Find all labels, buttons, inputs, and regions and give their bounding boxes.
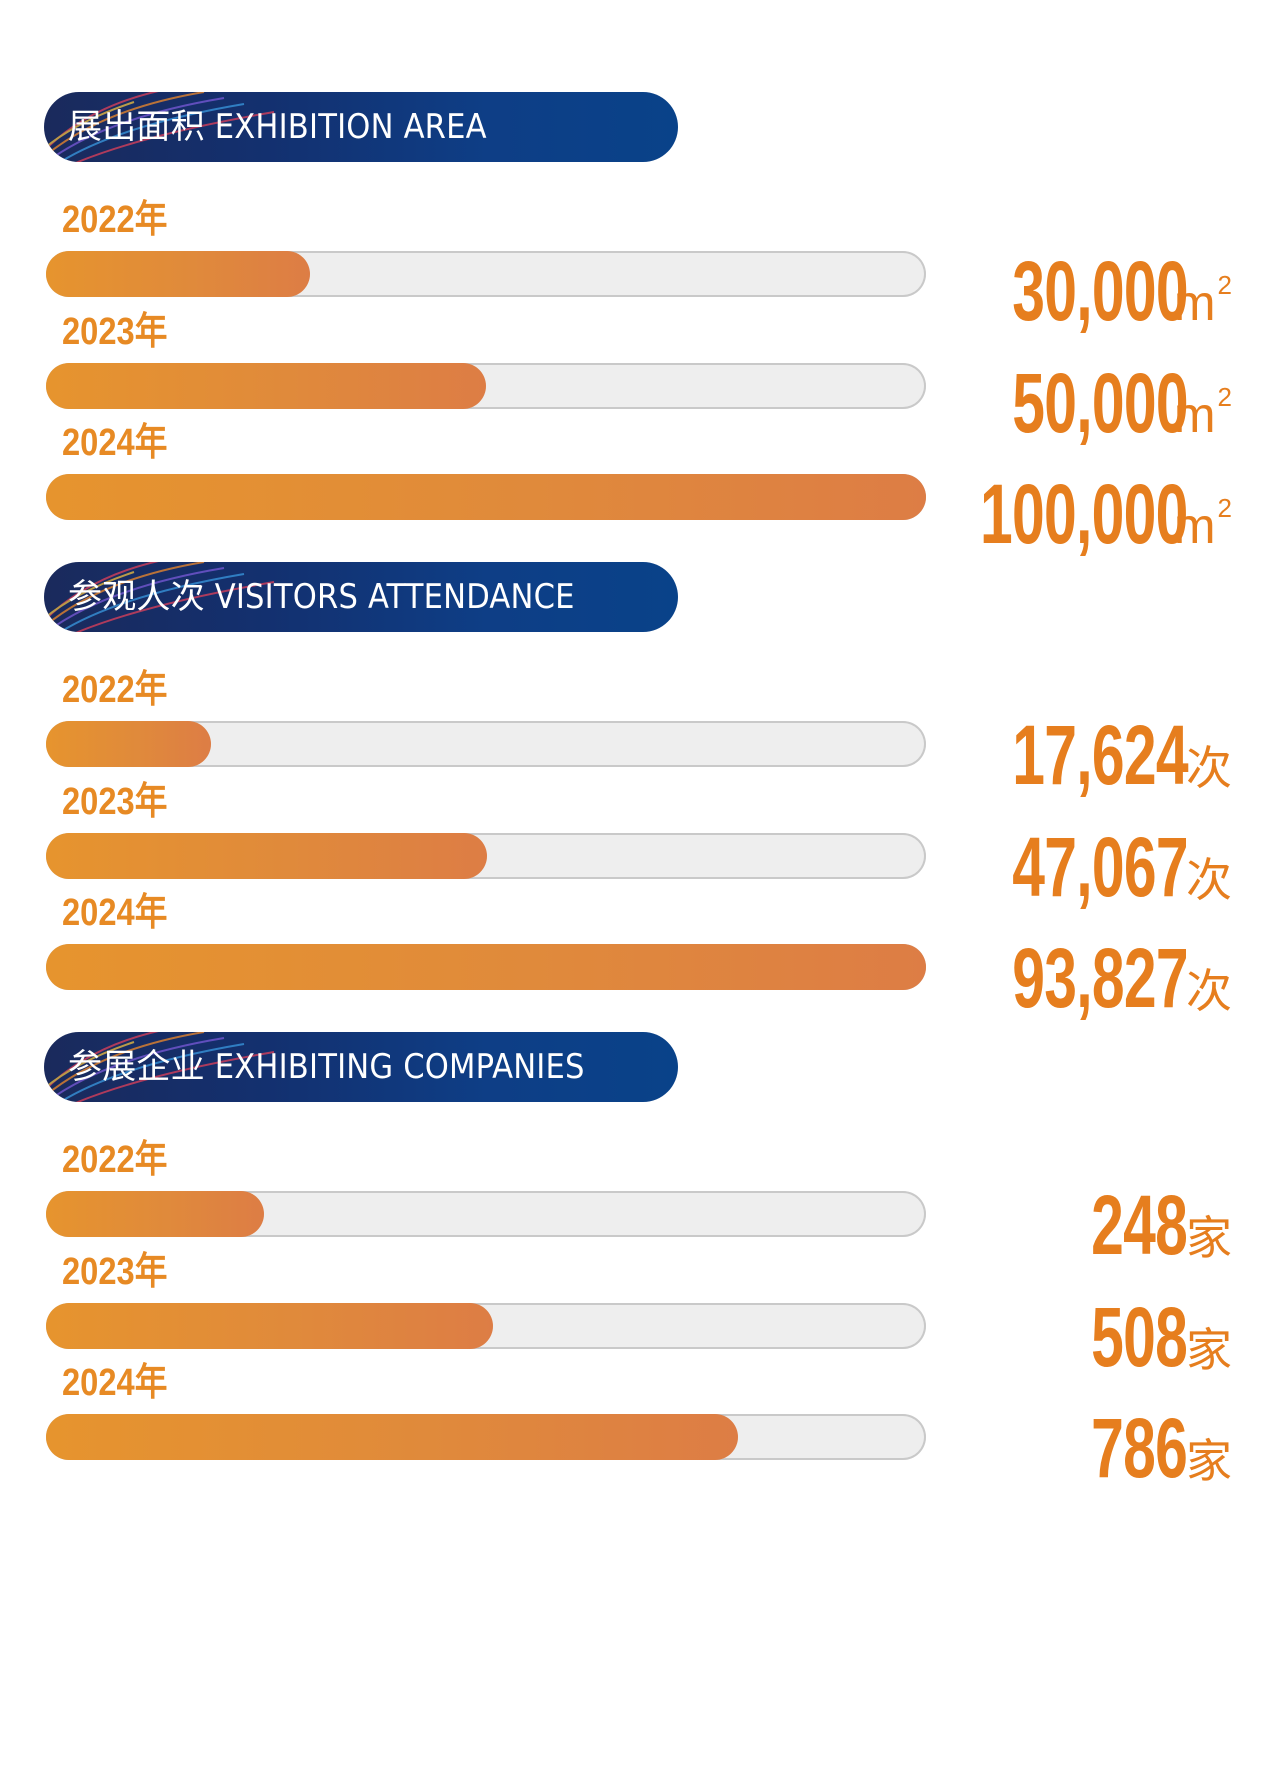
value-label: 786 家 <box>1091 1401 1232 1495</box>
bar-row: 2022年 30,000m2 <box>0 196 1280 336</box>
year-label: 2022年 <box>62 199 168 241</box>
bar-row: 2023年 508 家 <box>0 1248 1280 1382</box>
value-label: 248 家 <box>1091 1178 1232 1272</box>
value-label: 50,000m2 <box>1012 356 1232 450</box>
value-label: 17,624 次 <box>1011 708 1232 802</box>
bar-fill <box>46 251 310 297</box>
bar-fill <box>46 474 926 520</box>
value-label: 93,827 次 <box>1011 931 1232 1025</box>
bar-fill <box>46 721 211 767</box>
value-label: 100,000m2 <box>980 467 1232 561</box>
section-header-visitors-attendance: 参观人次 VISITORS ATTENDANCE <box>44 562 678 632</box>
bar-track <box>46 1303 926 1349</box>
bar-track <box>46 1191 926 1237</box>
bar-track <box>46 944 926 990</box>
section-title: 展出面积 EXHIBITION AREA <box>68 107 487 147</box>
value-label: 47,067 次 <box>1011 820 1232 914</box>
bar-track <box>46 251 926 297</box>
bar-row: 2023年 50,000m2 <box>0 308 1280 448</box>
section-title: 参观人次 VISITORS ATTENDANCE <box>68 577 575 617</box>
swirl-decoration-icon <box>44 92 275 162</box>
bar-track <box>46 474 926 520</box>
year-label: 2024年 <box>62 1362 168 1404</box>
bar-fill <box>46 1303 493 1349</box>
section-title: 参展企业 EXHIBITING COMPANIES <box>68 1047 585 1087</box>
bar-fill <box>46 833 487 879</box>
bar-row: 2024年 100,000m2 <box>0 419 1280 559</box>
value-label: 508 家 <box>1091 1290 1232 1384</box>
swirl-decoration-icon <box>44 1032 275 1102</box>
bar-row: 2024年 786 家 <box>0 1359 1280 1493</box>
year-label: 2023年 <box>62 781 168 823</box>
year-label: 2023年 <box>62 311 168 353</box>
year-label: 2022年 <box>62 1139 168 1181</box>
bar-fill <box>46 944 926 990</box>
bar-fill <box>46 363 486 409</box>
year-label: 2023年 <box>62 1251 168 1293</box>
bar-track <box>46 1414 926 1460</box>
bar-row: 2024年 93,827 次 <box>0 889 1280 1023</box>
bar-track <box>46 721 926 767</box>
bar-row: 2022年 248 家 <box>0 1136 1280 1270</box>
bar-row: 2022年 17,624 次 <box>0 666 1280 800</box>
bar-row: 2023年 47,067 次 <box>0 778 1280 912</box>
bar-track <box>46 833 926 879</box>
year-label: 2024年 <box>62 892 168 934</box>
bar-track <box>46 363 926 409</box>
section-header-exhibiting-companies: 参展企业 EXHIBITING COMPANIES <box>44 1032 678 1102</box>
swirl-decoration-icon <box>44 562 275 632</box>
bar-fill <box>46 1191 264 1237</box>
year-label: 2024年 <box>62 422 168 464</box>
value-label: 30,000m2 <box>1012 244 1232 338</box>
year-label: 2022年 <box>62 669 168 711</box>
section-header-exhibition-area: 展出面积 EXHIBITION AREA <box>44 92 678 162</box>
bar-fill <box>46 1414 738 1460</box>
